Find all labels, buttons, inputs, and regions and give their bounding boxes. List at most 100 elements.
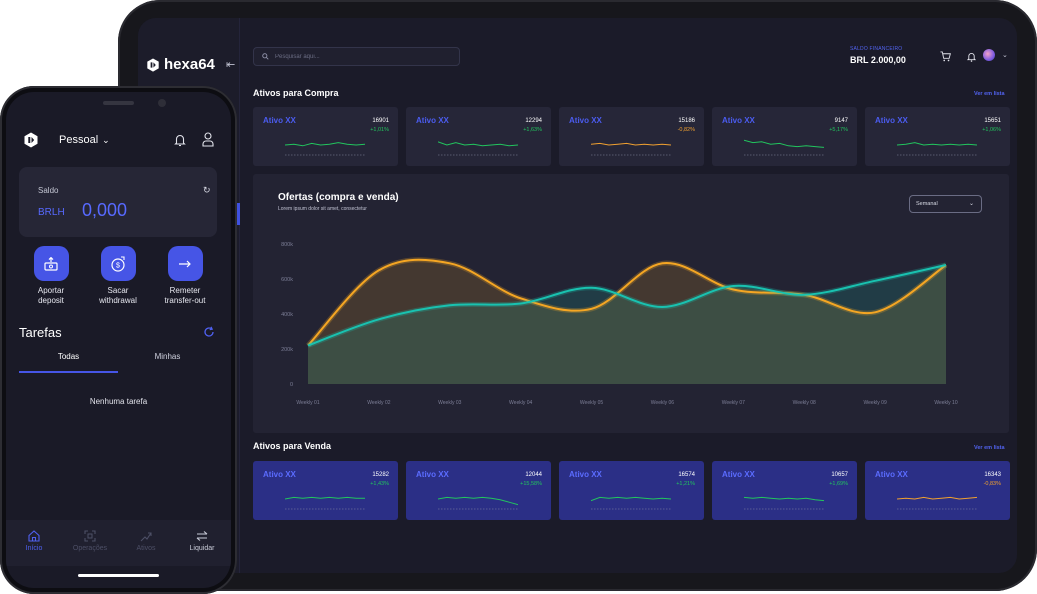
offers-chart-panel: 0 200k 400k 600k 800k Weekly 01 Weekly 02 Weekl…: [253, 174, 1009, 433]
chevron-down-icon: ⌄: [968, 201, 974, 207]
asset-change: +1,06%: [982, 127, 1001, 133]
phone-camera: [158, 99, 166, 107]
offers-chart: 0 200k 400k 600k 800k Weekly 01 Weekly 02 Weekl…: [281, 242, 958, 406]
nav-settle-label: Liquidar: [189, 545, 215, 552]
sell-list-link[interactable]: Ver em lista: [974, 445, 1005, 451]
buy-section-title: Ativos para Compra: [253, 88, 339, 98]
empty-state: Nenhuma tarefa: [89, 397, 148, 406]
chart-subtitle: Lorem ipsum dolor sit amet, consectetur: [278, 206, 367, 212]
collapse-sidebar-icon[interactable]: ⇤: [226, 59, 236, 71]
asset-card[interactable]: Ativo XX 12294 +1,63%: [406, 107, 551, 166]
notifications-icon[interactable]: [967, 52, 976, 62]
user-icon[interactable]: [202, 132, 214, 147]
nav-home[interactable]: Início: [6, 530, 62, 552]
nav-settle[interactable]: Liquidar: [174, 530, 230, 552]
asset-card[interactable]: Ativo XX 15186 -0,82%: [559, 107, 704, 166]
asset-price: 16901: [372, 118, 389, 124]
balance-currency: BRLH: [38, 207, 65, 218]
series-area: [308, 259, 946, 384]
asset-card[interactable]: Ativo XX 16343 -0,83%: [865, 461, 1010, 520]
asset-change: +5,17%: [829, 127, 848, 133]
brand[interactable]: hexa64: [146, 56, 215, 73]
asset-change: +1,21%: [676, 481, 695, 487]
withdraw-action[interactable]: $ Sacar withdrawal: [88, 246, 148, 306]
sell-section-title: Ativos para Venda: [253, 441, 332, 451]
x-tick-label: Weekly 06: [651, 400, 674, 406]
search-box[interactable]: [253, 47, 460, 66]
asset-name: Ativo XX: [263, 116, 296, 125]
asset-name: Ativo XX: [569, 470, 602, 479]
sparkline: [285, 142, 365, 156]
trend-icon: [140, 532, 152, 542]
asset-change: -0,82%: [677, 127, 695, 133]
asset-change: +1,43%: [370, 481, 389, 487]
nav-operations[interactable]: Operações: [62, 530, 118, 552]
main-content: SALDO FINANCEIRO BRL 2.000,00 ⌄ Ativos p…: [240, 18, 1017, 573]
deposit-button[interactable]: [33, 246, 69, 281]
buy-list-link[interactable]: Ver em lista: [974, 91, 1005, 97]
home-icon: [28, 530, 40, 542]
hexa-logo-icon[interactable]: [23, 132, 39, 148]
period-select[interactable]: Semanal ⌄: [909, 195, 982, 213]
asset-card[interactable]: Ativo XX 16574 +1,21%: [559, 461, 704, 520]
asset-price: 16574: [678, 472, 695, 478]
asset-price: 12044: [525, 472, 542, 478]
svg-text:$: $: [116, 262, 120, 269]
active-tab-indicator: [19, 371, 118, 373]
arrow-right-icon: [179, 260, 191, 267]
x-tick-label: Weekly 07: [722, 400, 745, 406]
sparkline: [438, 496, 518, 510]
account-selector[interactable]: Pessoal ⌄: [59, 134, 110, 146]
asset-card[interactable]: Ativo XX 12044 +15,58%: [406, 461, 551, 520]
avatar[interactable]: [983, 49, 995, 61]
asset-card[interactable]: Ativo XX 10657 +1,69%: [712, 461, 857, 520]
deposit-icon: [44, 256, 58, 271]
refresh-icon[interactable]: [203, 326, 215, 338]
tasks-title: Tarefas: [19, 325, 62, 340]
asset-card[interactable]: Ativo XX 9147 +5,17%: [712, 107, 857, 166]
phone-speaker: [103, 101, 134, 105]
sparkline-line: [744, 496, 824, 502]
deposit-action[interactable]: Aportar deposit: [21, 246, 81, 306]
y-tick-label: 600k: [281, 277, 293, 283]
withdraw-icon: $: [111, 255, 125, 272]
balance-label: SALDO FINANCEIRO: [850, 46, 903, 52]
y-tick-label: 200k: [281, 347, 293, 353]
nav-assets[interactable]: Ativos: [118, 530, 174, 552]
asset-change: +1,63%: [523, 127, 542, 133]
tablet-device: hexa64 ⇤ SALDO FINANCEIRO BRL 2.000,00: [118, 0, 1037, 591]
sparkline: [744, 139, 824, 156]
chevron-down-icon: ⌄: [102, 134, 110, 145]
y-tick-label: 400k: [281, 312, 293, 318]
tab-all[interactable]: Todas: [57, 352, 80, 361]
asset-price: 15186: [678, 118, 695, 124]
asset-card[interactable]: Ativo XX 15651 +1,06%: [865, 107, 1010, 166]
balance-value: BRL 2.000,00: [850, 55, 906, 65]
sparkline-line: [285, 142, 365, 147]
phone-device: Pessoal ⌄ Saldo BRLH 0,000 ↻: [0, 86, 237, 594]
account-name: Pessoal: [59, 134, 99, 146]
transfer-label: Remeter transfer-out: [164, 286, 206, 305]
asset-card[interactable]: Ativo XX 16901 +1,01%: [253, 107, 398, 166]
sparkline-line: [438, 141, 518, 147]
search-input[interactable]: [275, 53, 445, 60]
tab-mine[interactable]: Minhas: [154, 352, 181, 361]
sparkline: [591, 496, 671, 510]
chevron-down-icon[interactable]: ⌄: [1002, 52, 1008, 59]
cart-icon[interactable]: [940, 51, 951, 62]
refresh-icon[interactable]: ↻: [203, 185, 211, 195]
sparkline: [744, 496, 824, 510]
sparkline-line: [438, 496, 518, 506]
transfer-action[interactable]: Remeter transfer-out: [155, 246, 215, 306]
asset-card[interactable]: Ativo XX 15282 +1,43%: [253, 461, 398, 520]
transfer-button[interactable]: [167, 246, 203, 281]
x-tick-label: Weekly 10: [934, 400, 957, 406]
asset-name: Ativo XX: [722, 116, 755, 125]
sparkline-line: [897, 496, 977, 500]
notifications-icon[interactable]: [174, 133, 186, 147]
sparkline: [897, 496, 977, 510]
asset-name: Ativo XX: [263, 470, 296, 479]
asset-name: Ativo XX: [569, 116, 602, 125]
withdraw-button[interactable]: $: [100, 246, 136, 281]
